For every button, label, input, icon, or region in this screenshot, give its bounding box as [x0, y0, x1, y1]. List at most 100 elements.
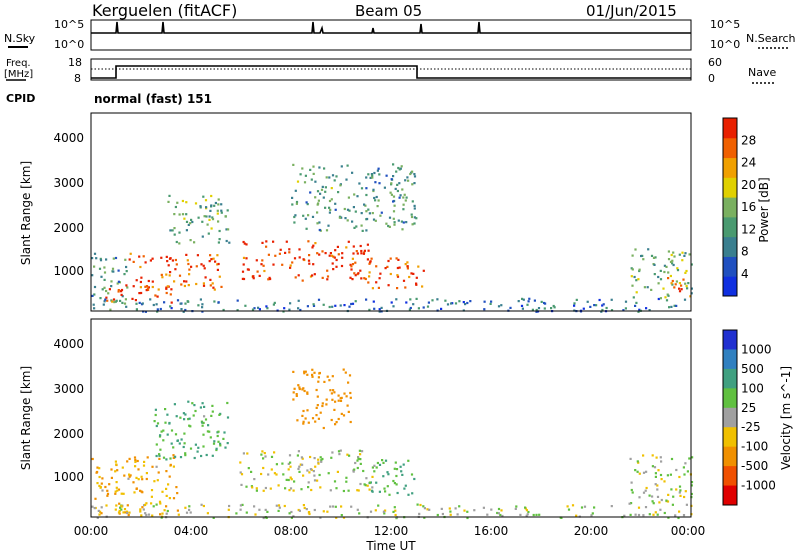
cell-6: [355, 225, 358, 228]
cell-3: [394, 461, 397, 464]
cell-5: [515, 505, 518, 508]
cell-6: [666, 500, 670, 503]
cell-5: [91, 505, 94, 508]
cell-6: [345, 178, 348, 181]
cell-8: [659, 269, 662, 272]
cell-5: [501, 514, 504, 518]
cell-2: [306, 469, 309, 472]
power-cbar-tick: 28: [741, 133, 756, 147]
cell-6: [339, 184, 342, 187]
cell-0: [139, 489, 142, 492]
cell-6: [334, 208, 337, 211]
cell-6: [387, 224, 390, 228]
cell-5: [591, 512, 594, 515]
cell-0: [168, 497, 171, 500]
cell-4: [295, 394, 298, 397]
cell-0: [151, 514, 154, 517]
cell-4: [321, 402, 324, 405]
cell-0: [123, 474, 126, 477]
cell-3: [392, 479, 395, 483]
power-ytick-1000: 1000: [53, 264, 84, 278]
cell-3: [205, 215, 208, 218]
cell-0: [120, 492, 123, 495]
cell-2: [217, 262, 220, 266]
cell-3: [375, 466, 378, 469]
cell-2: [297, 450, 300, 453]
cell-1: [193, 456, 196, 460]
cell-6: [364, 204, 367, 207]
cell-5: [496, 511, 499, 515]
cell-5: [637, 513, 641, 517]
cell-0: [106, 489, 109, 492]
cell-8: [666, 293, 669, 296]
cell-2: [190, 265, 193, 268]
cell-3: [224, 215, 227, 218]
cell-2: [289, 461, 292, 464]
cell-0: [125, 270, 128, 273]
cell-4: [308, 262, 311, 265]
cell-4: [301, 414, 304, 417]
cell-8: [653, 273, 656, 276]
cell-6: [351, 220, 354, 223]
cell-4: [265, 240, 268, 243]
cell-0: [110, 285, 113, 288]
station-title: Kerguelen (fitACF): [92, 1, 237, 20]
cell-2: [188, 268, 191, 271]
vel-cbar-swatch: [723, 368, 737, 389]
velocity-data: [91, 368, 694, 520]
cell-7: [573, 304, 576, 307]
cell-1: [138, 292, 141, 295]
cell-1: [212, 442, 216, 445]
cell-6: [398, 168, 401, 171]
cell-6: [403, 193, 406, 196]
power-cbar-swatch: [723, 118, 737, 139]
cell-0: [125, 265, 128, 269]
cell-5: [119, 506, 122, 509]
cell-3: [214, 201, 217, 205]
cell-6: [306, 203, 309, 206]
cell-6: [301, 167, 304, 170]
cell-0: [128, 475, 131, 478]
cell-7: [582, 307, 585, 310]
xtick-0: 00:00: [74, 524, 109, 538]
cell-8: [638, 268, 641, 271]
cell-5: [499, 513, 502, 517]
cell-4: [298, 256, 301, 259]
cell-4: [284, 251, 287, 254]
cell-3: [175, 240, 178, 244]
cell-3: [178, 213, 181, 216]
cell-5: [366, 258, 369, 261]
cell-8: [659, 297, 662, 300]
cell-6: [305, 201, 308, 204]
cell-1: [210, 414, 213, 417]
cell-6: [404, 179, 407, 182]
cell-2: [281, 462, 284, 465]
cell-6: [628, 502, 631, 505]
cell-4: [292, 398, 295, 401]
cell-0: [104, 485, 107, 489]
cell-1: [175, 415, 178, 418]
cell-5: [350, 505, 353, 508]
cell-6: [353, 226, 356, 229]
cell-2: [128, 258, 131, 261]
cell-7: [197, 304, 200, 307]
cell-1: [169, 293, 172, 296]
cell-2: [269, 487, 272, 490]
cell-6: [322, 196, 325, 199]
cell-6: [413, 173, 416, 176]
cell-6: [651, 454, 654, 457]
cell-4: [303, 389, 306, 393]
cell-7: [601, 304, 604, 307]
cell-1: [164, 408, 167, 411]
cell-4: [306, 409, 309, 412]
cell-4: [278, 252, 281, 255]
cell-8: [685, 285, 688, 288]
cell-1: [158, 435, 162, 438]
cell-6: [638, 472, 641, 475]
cell-4: [321, 276, 324, 279]
cell-5: [305, 508, 308, 511]
cell-2: [357, 456, 360, 459]
cell-7: [450, 302, 453, 305]
cell-1: [183, 432, 186, 435]
cell-8: [657, 282, 660, 285]
